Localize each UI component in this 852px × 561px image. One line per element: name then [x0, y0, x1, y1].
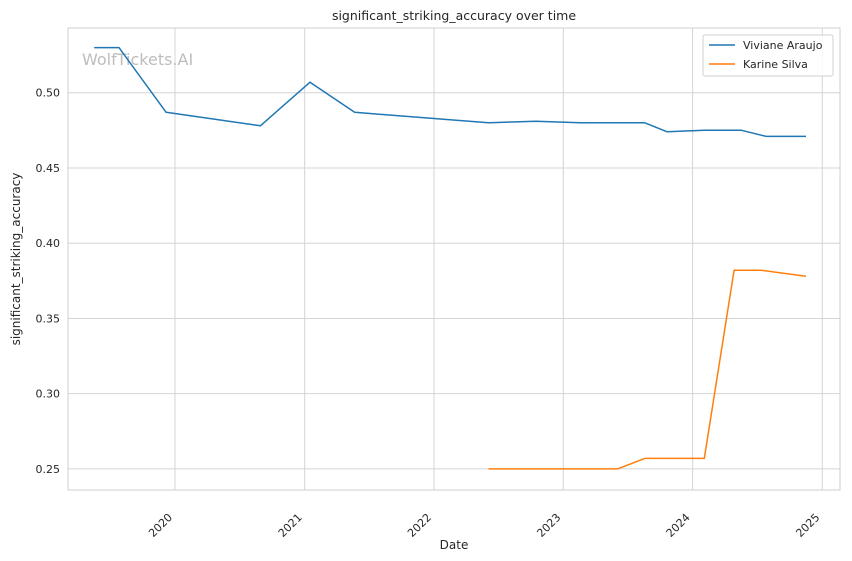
tick-layer: 0.25 0.30 0.35 0.40 0.45 0.50 2020 2021 2022 2023… — [36, 87, 823, 540]
x-axis-label: Date — [440, 538, 469, 552]
legend-box — [702, 34, 834, 77]
x-tick-label: 2023 — [534, 511, 563, 540]
y-tick-label: 0.35 — [36, 312, 61, 325]
legend: Viviane Araujo Karine Silva — [702, 34, 834, 77]
y-tick-label: 0.40 — [36, 237, 61, 250]
legend-label-viviane-araujo: Viviane Araujo — [743, 39, 823, 52]
x-tick-label: 2024 — [664, 511, 693, 540]
series-line-karine-silva — [488, 269, 807, 470]
x-tick-label: 2025 — [793, 511, 822, 540]
plot-frame — [67, 27, 841, 491]
y-axis-label: significant_striking_accuracy — [9, 173, 23, 346]
legend-label-karine-silva: Karine Silva — [743, 58, 808, 71]
grid-layer — [68, 28, 840, 490]
y-tick-label: 0.30 — [36, 388, 61, 401]
chart-title: significant_striking_accuracy over time — [332, 8, 576, 23]
y-tick-label: 0.50 — [36, 87, 61, 100]
x-tick-label: 2020 — [146, 511, 175, 540]
watermark: WolfTickets.AI — [82, 50, 193, 69]
x-tick-label: 2021 — [276, 511, 305, 540]
x-tick-label: 2022 — [405, 511, 434, 540]
y-tick-label: 0.25 — [36, 463, 61, 476]
y-tick-label: 0.45 — [36, 162, 61, 175]
series-line-viviane-araujo — [94, 46, 806, 138]
series-layer — [94, 46, 807, 470]
